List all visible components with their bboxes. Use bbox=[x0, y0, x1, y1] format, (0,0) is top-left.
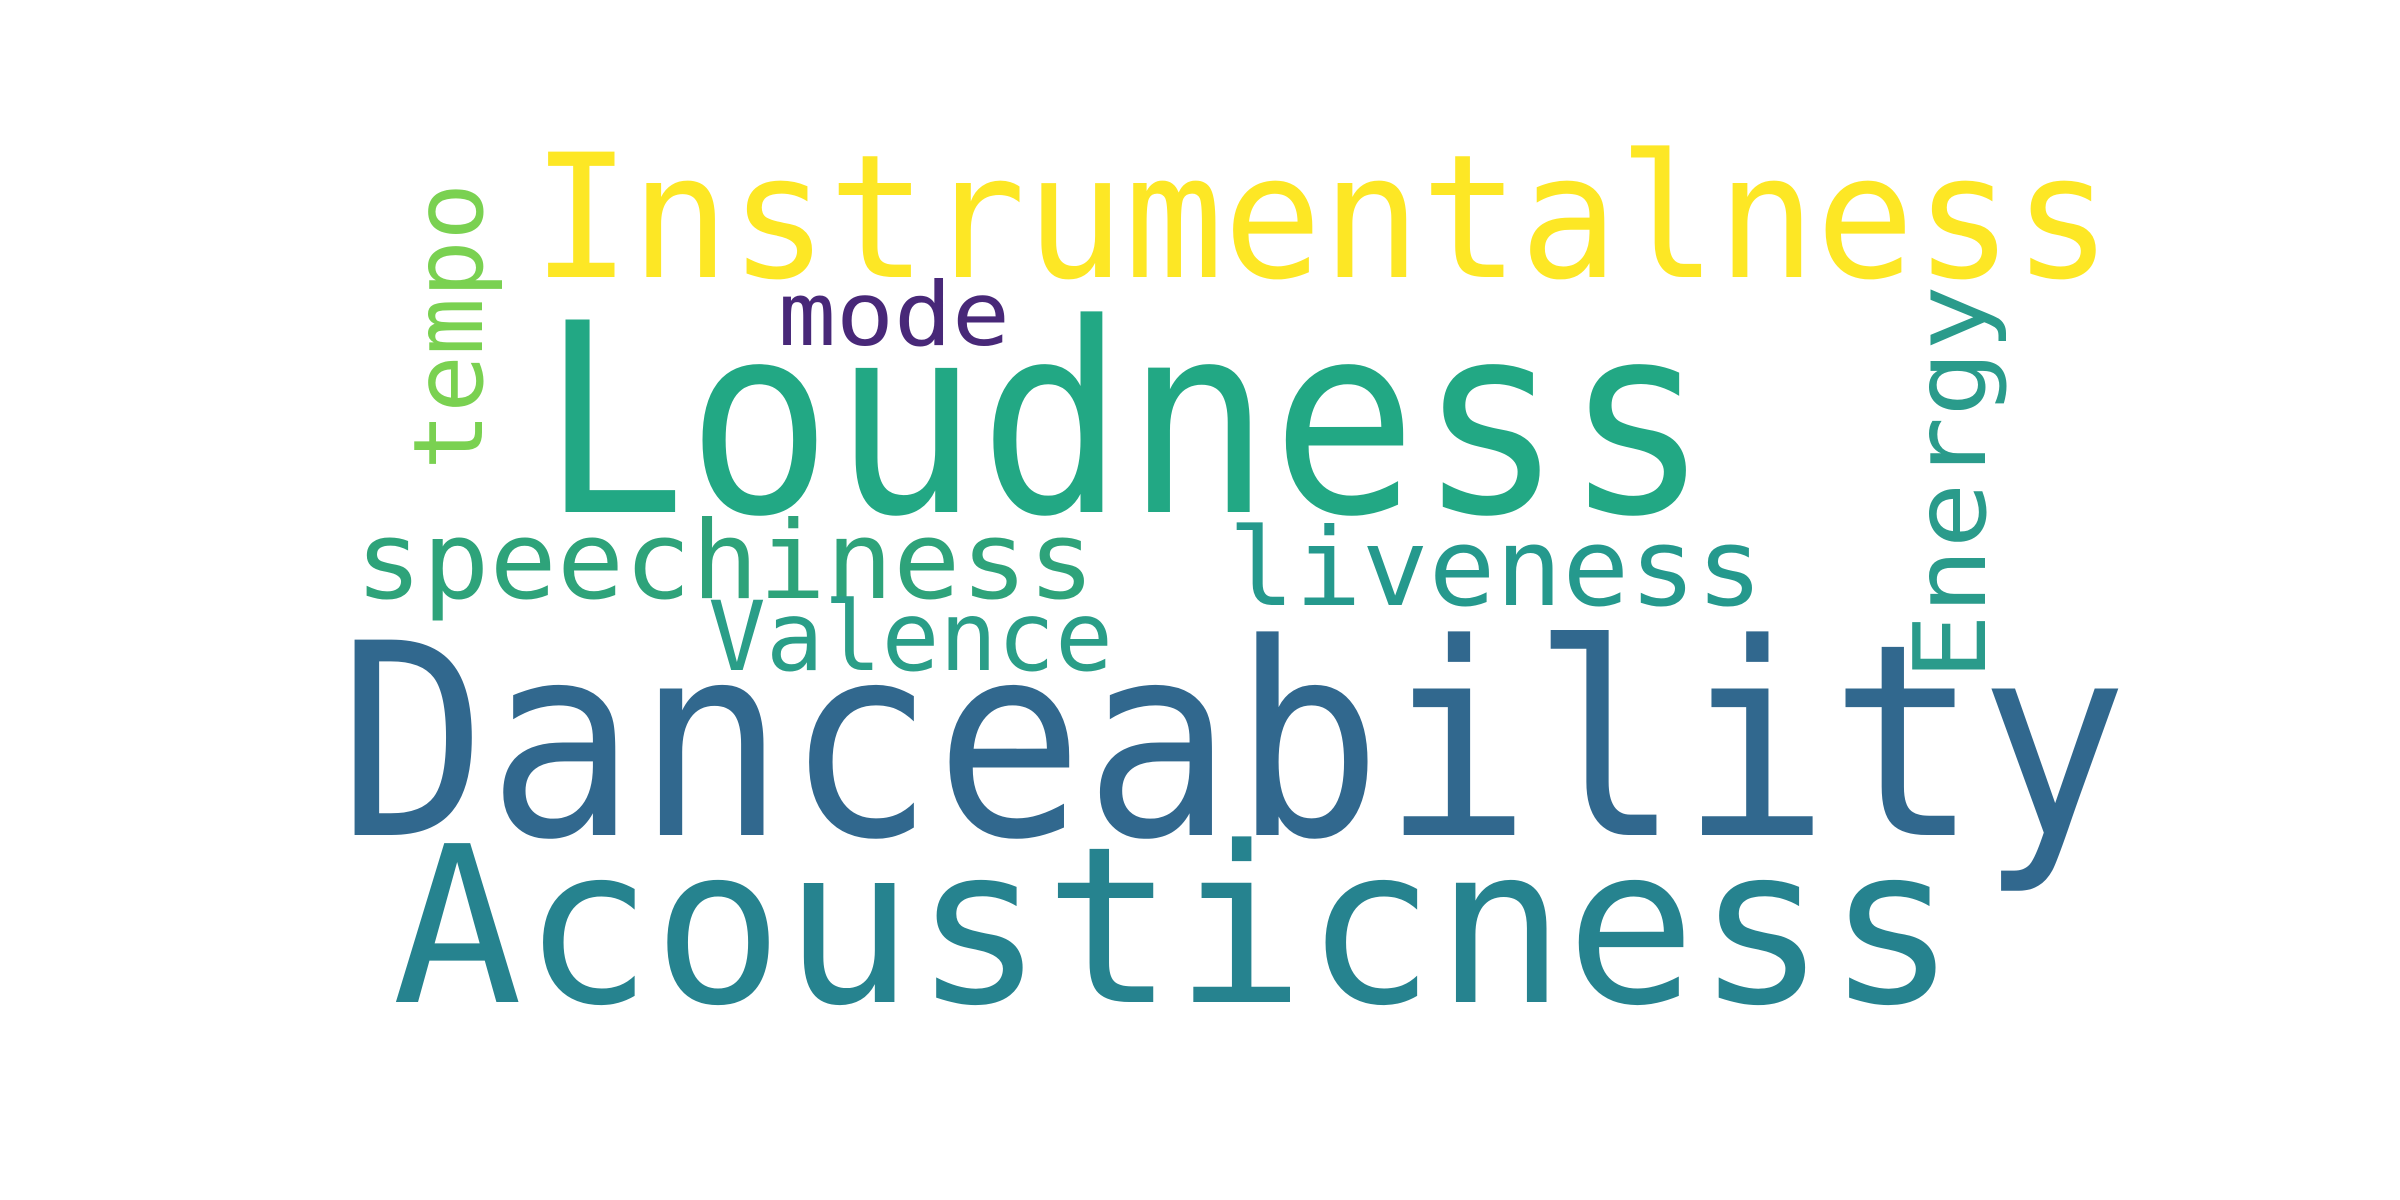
word-speechiness: speechiness bbox=[355, 499, 1095, 624]
word-loudness: Loudness bbox=[540, 268, 1710, 575]
word-tempo: tempo bbox=[393, 183, 505, 470]
word-danceability: Danceability bbox=[338, 587, 2128, 899]
word-liveness: liveness bbox=[1228, 506, 1763, 631]
word-valence: Valence bbox=[708, 581, 1113, 693]
word-instrumentalness: Instrumentalness bbox=[532, 117, 2112, 318]
word-mode: mode bbox=[778, 263, 1010, 366]
word-energy: Energy bbox=[1892, 285, 2009, 680]
word-acousticness: Acousticness bbox=[392, 801, 1957, 1054]
